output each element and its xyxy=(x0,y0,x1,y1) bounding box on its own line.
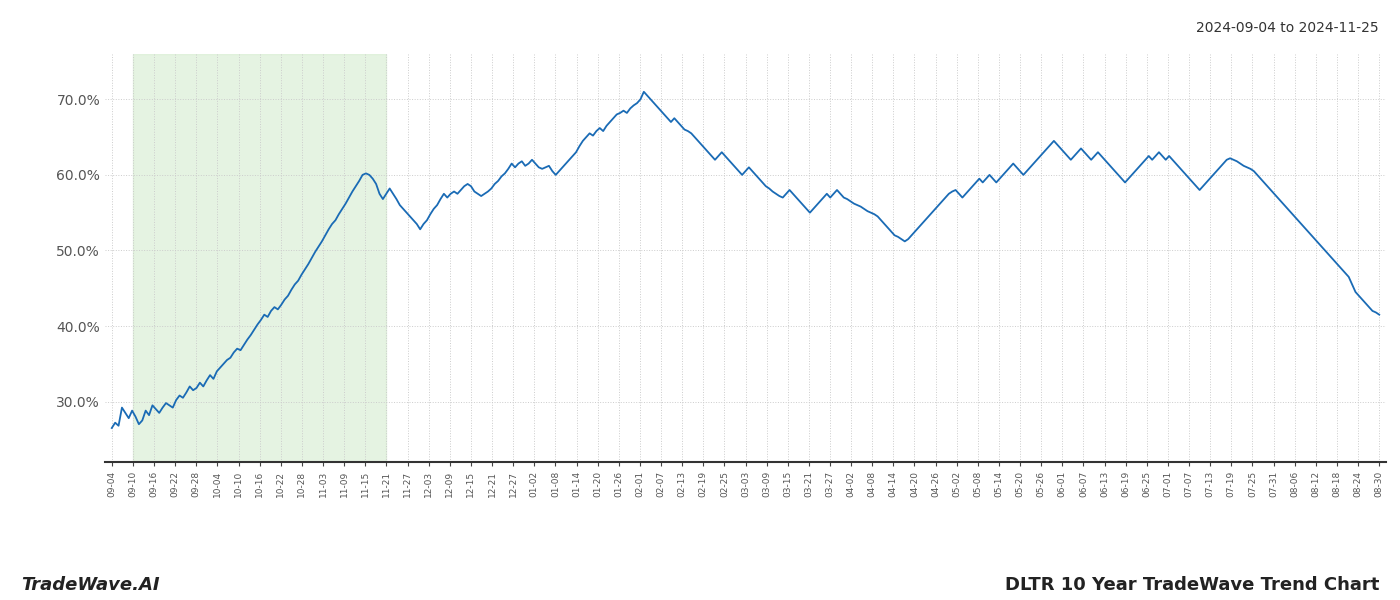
Text: TradeWave.AI: TradeWave.AI xyxy=(21,576,160,594)
Bar xyxy=(133,54,386,462)
Text: 2024-09-04 to 2024-11-25: 2024-09-04 to 2024-11-25 xyxy=(1197,21,1379,35)
Text: DLTR 10 Year TradeWave Trend Chart: DLTR 10 Year TradeWave Trend Chart xyxy=(1005,576,1379,594)
